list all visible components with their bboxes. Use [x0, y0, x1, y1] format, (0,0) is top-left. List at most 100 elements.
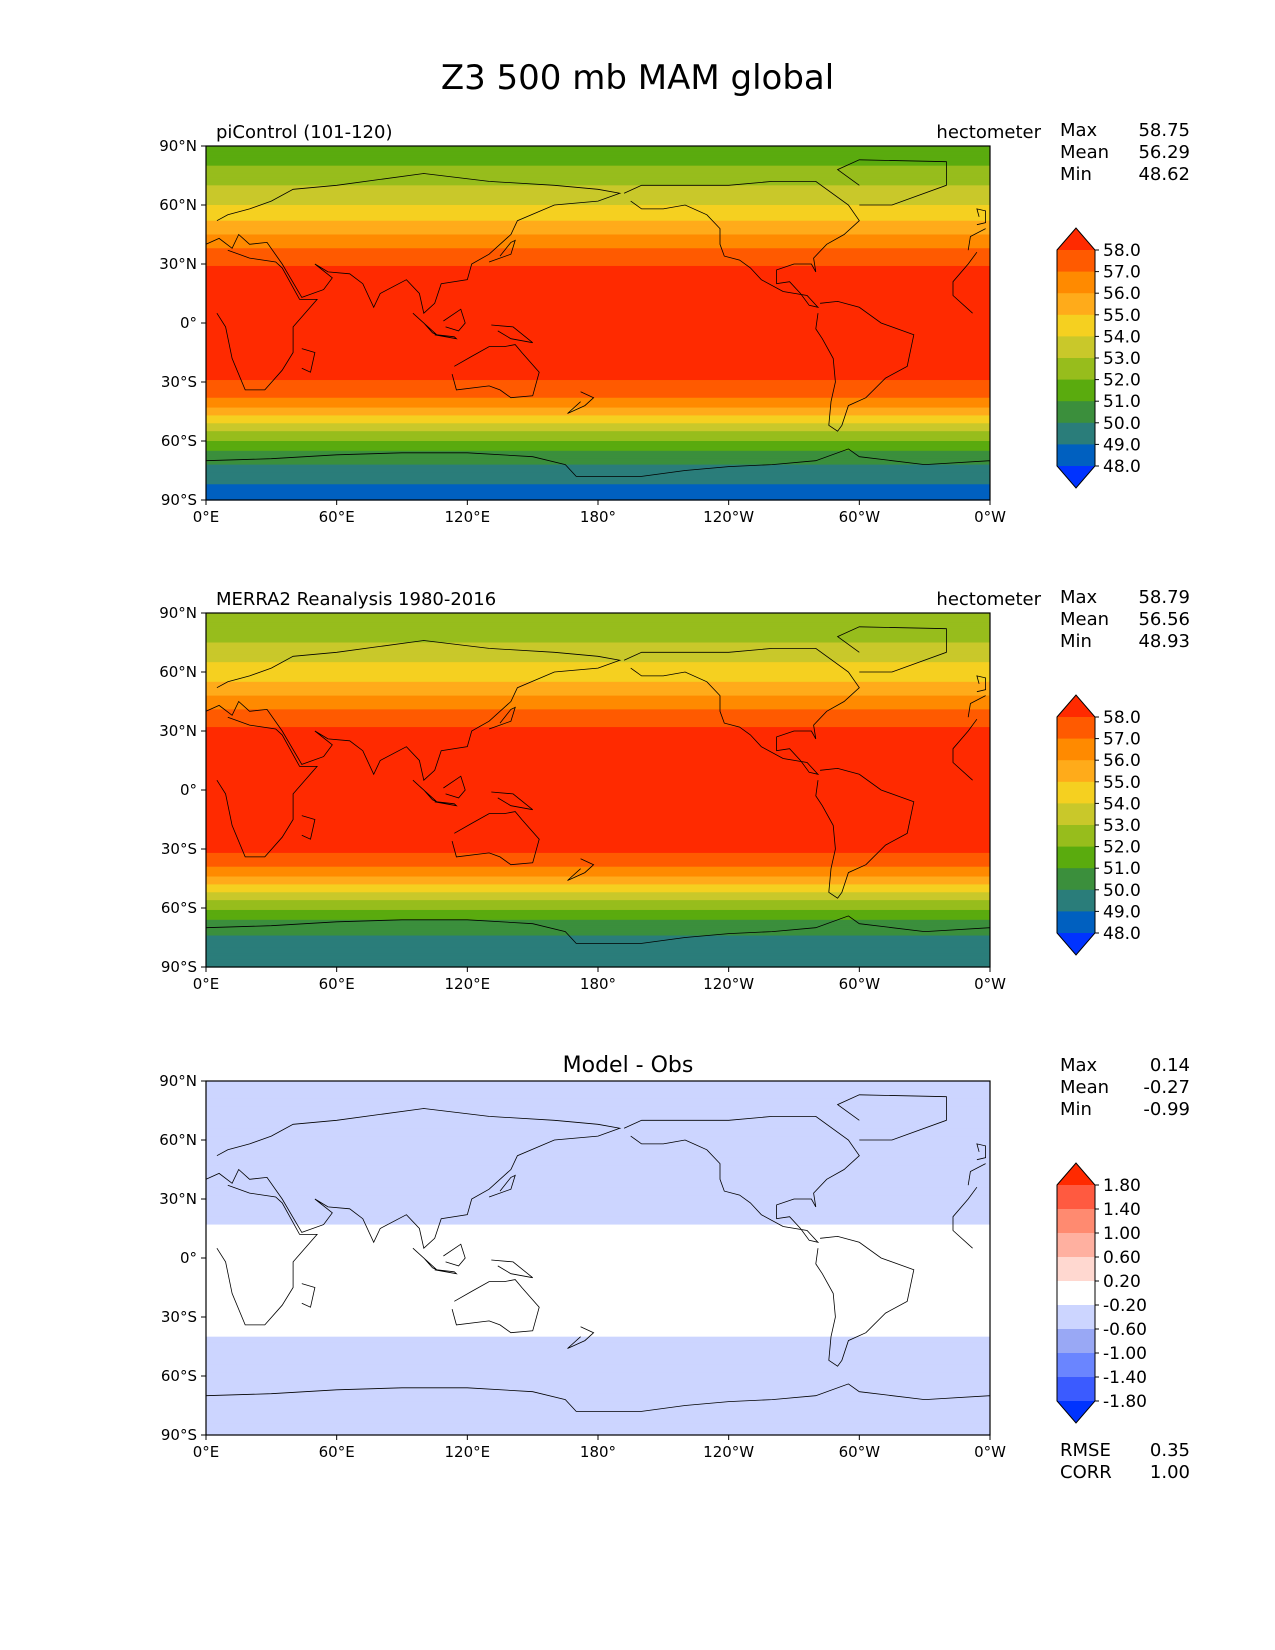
field-band [206, 854, 990, 858]
x-tick-label: 120°E [445, 975, 491, 993]
field-band [206, 1145, 990, 1149]
field-band [206, 212, 990, 216]
field-band [206, 866, 990, 870]
field-band [206, 238, 990, 241]
field-band [206, 1279, 990, 1283]
field-band [206, 642, 990, 646]
field-band [206, 1240, 990, 1243]
field-band [206, 673, 990, 677]
field-band [206, 902, 990, 905]
field-band [206, 805, 990, 809]
field-band [206, 1285, 990, 1289]
field-band [206, 1252, 990, 1255]
field-band [206, 1317, 990, 1320]
field-band [206, 1130, 990, 1133]
field-band [206, 328, 990, 332]
field-band [206, 656, 990, 659]
field-band [206, 1084, 990, 1088]
field-band [206, 776, 990, 779]
coastline [205, 448, 991, 500]
field-band [206, 279, 990, 283]
field-band [206, 1376, 990, 1379]
field-band [206, 405, 990, 409]
field-band [206, 732, 990, 736]
coastline [434, 801, 458, 807]
field-band [206, 321, 990, 324]
colorbar-label: -0.60 [1103, 1320, 1147, 1340]
field-band [206, 707, 990, 710]
coastline [567, 858, 595, 881]
colorbar-segment [1057, 1353, 1095, 1378]
field-band [206, 677, 990, 681]
x-tick-label: 120°E [445, 508, 491, 526]
coastline [488, 1174, 516, 1198]
colorbar-segment [1057, 336, 1095, 359]
y-tick-label: 0° [180, 781, 197, 799]
field-band [206, 670, 990, 673]
field-band [206, 458, 990, 462]
field-band [206, 652, 990, 655]
coastline [451, 1279, 540, 1334]
field-band [206, 441, 990, 444]
panel-stats: Max 58.75 Mean 56.29 Min 48.62 [1060, 120, 1190, 186]
field-band [206, 208, 990, 212]
x-tick-label: 60°E [319, 975, 355, 993]
colorbar-label: 49.0 [1103, 435, 1141, 455]
colorbar-label: 58.0 [1103, 241, 1141, 261]
stat-min: 48.62 [1138, 164, 1190, 185]
field-band [206, 376, 990, 379]
field-band [206, 1204, 990, 1208]
field-band [206, 1092, 990, 1096]
field-band [206, 232, 990, 236]
field-band [206, 313, 990, 316]
field-band [206, 1352, 990, 1355]
field-band [206, 303, 990, 306]
field-band [206, 1332, 990, 1336]
field-band [206, 819, 990, 823]
colorbar-extend-bottom [1057, 1401, 1095, 1423]
field-band [206, 911, 990, 915]
field-band [206, 886, 990, 889]
panel-left-label: piControl (101-120) [216, 122, 393, 143]
field-band [206, 1126, 990, 1129]
field-band [206, 644, 990, 648]
colorbar-segment [1057, 846, 1095, 869]
field-band [206, 340, 990, 344]
field-band [206, 1124, 990, 1127]
field-band [206, 1246, 990, 1249]
colorbar-label: 0.20 [1103, 1272, 1141, 1292]
field-band [206, 380, 990, 383]
colorbar-label: 52.0 [1103, 371, 1141, 391]
field-band [206, 435, 990, 438]
field-band [206, 734, 990, 738]
field-band [206, 360, 990, 363]
field-band [206, 476, 990, 479]
field-band [206, 744, 990, 748]
coastline [451, 344, 540, 399]
field-band [206, 961, 990, 964]
field-band [206, 383, 990, 387]
field-band [206, 648, 990, 651]
field-band [206, 1159, 990, 1163]
field-band [206, 1120, 990, 1123]
field-band [206, 850, 990, 854]
coastline [567, 1326, 595, 1349]
field-band [206, 1157, 990, 1161]
y-tick-label: 90°S [161, 1426, 197, 1444]
colorbar-segment [1057, 1209, 1095, 1234]
field-band [206, 1236, 990, 1239]
field-band [206, 161, 990, 165]
field-band [206, 277, 990, 281]
field-band [206, 226, 990, 230]
field-band [206, 1202, 990, 1206]
coastlines [205, 159, 991, 500]
coastline [976, 208, 986, 226]
field-band [206, 336, 990, 340]
field-band [206, 1421, 990, 1424]
colorbar-label: 54.0 [1103, 794, 1141, 814]
colorbar-extend-bottom [1057, 933, 1095, 955]
field-band [206, 876, 990, 880]
field-band [206, 764, 990, 767]
field-band [206, 307, 990, 310]
field-band [206, 760, 990, 764]
